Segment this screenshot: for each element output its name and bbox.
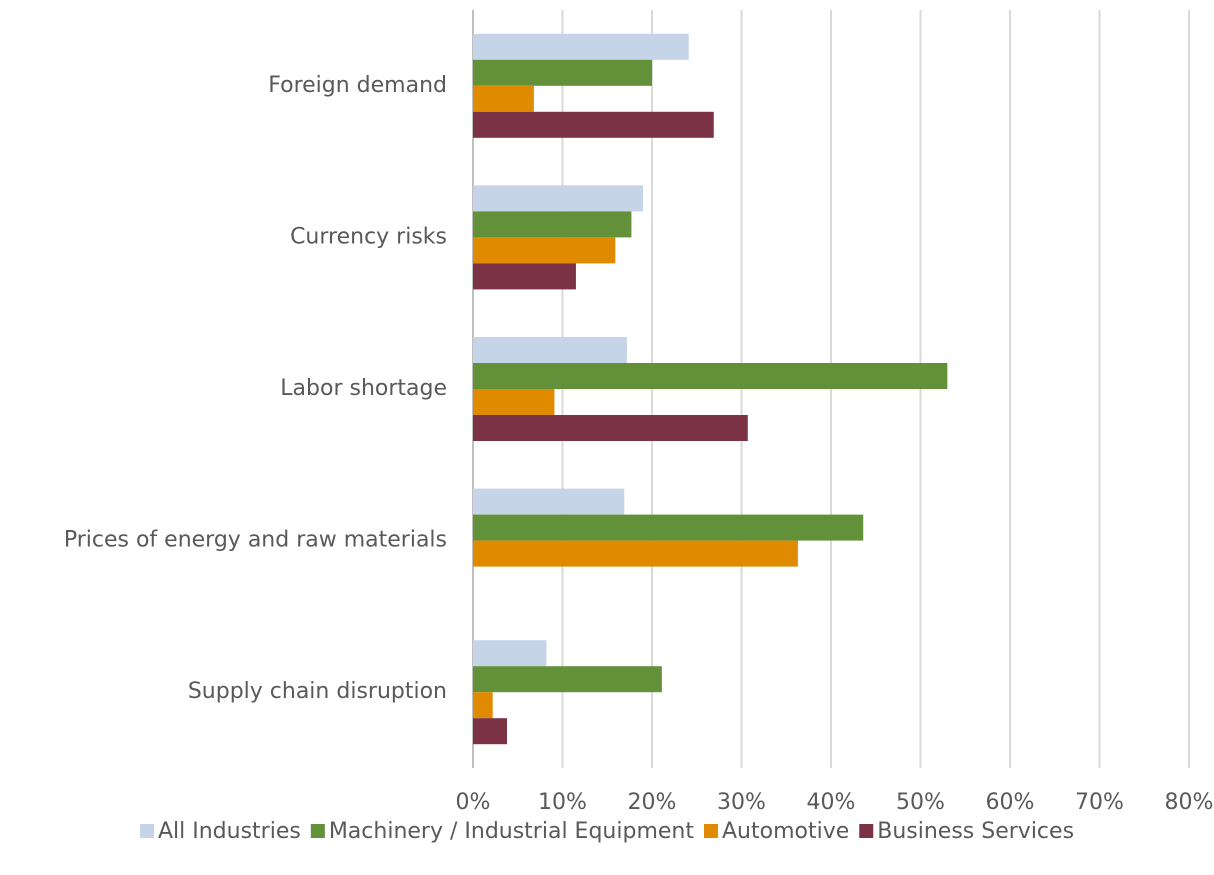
x-tick-label: 70% — [1075, 790, 1124, 815]
x-tick-label: 20% — [628, 790, 677, 815]
legend-swatch — [139, 824, 154, 838]
x-tick-label: 30% — [717, 790, 766, 815]
x-tick-label: 50% — [896, 790, 945, 815]
bar — [473, 488, 625, 515]
legend-swatch — [703, 824, 718, 838]
legend-label: All Industries — [158, 819, 301, 844]
x-tick-label: 80% — [1165, 790, 1214, 815]
y-tick-label: Currency risks — [290, 224, 447, 249]
bar — [473, 540, 798, 567]
bar — [473, 718, 508, 745]
x-tick-label: 10% — [538, 790, 587, 815]
bar — [473, 85, 534, 112]
bar — [473, 237, 616, 264]
y-tick-label: Labor shortage — [280, 376, 447, 401]
bar — [473, 263, 576, 290]
bar — [473, 33, 689, 60]
y-tick-label: Supply chain disruption — [188, 679, 447, 704]
bar — [473, 185, 644, 212]
bar — [473, 211, 632, 238]
bar — [473, 111, 714, 138]
legend-label: Automotive — [722, 819, 849, 844]
x-tick-label: 0% — [456, 790, 491, 815]
bar — [473, 59, 652, 86]
bar — [473, 337, 627, 363]
legend-label: Machinery / Industrial Equipment — [329, 819, 695, 844]
y-tick-label: Foreign demand — [268, 73, 447, 98]
legend-swatch — [310, 824, 325, 838]
bar — [473, 666, 662, 693]
bar — [473, 363, 948, 389]
bar — [473, 692, 493, 719]
legend-label: Business Services — [877, 819, 1074, 844]
bar — [473, 389, 555, 415]
bar — [473, 640, 547, 667]
bar — [473, 514, 864, 541]
x-tick-label: 40% — [807, 790, 856, 815]
bar — [473, 415, 748, 441]
y-tick-label: Prices of energy and raw materials — [64, 528, 447, 553]
legend-swatch — [859, 824, 874, 838]
x-tick-label: 60% — [986, 790, 1035, 815]
